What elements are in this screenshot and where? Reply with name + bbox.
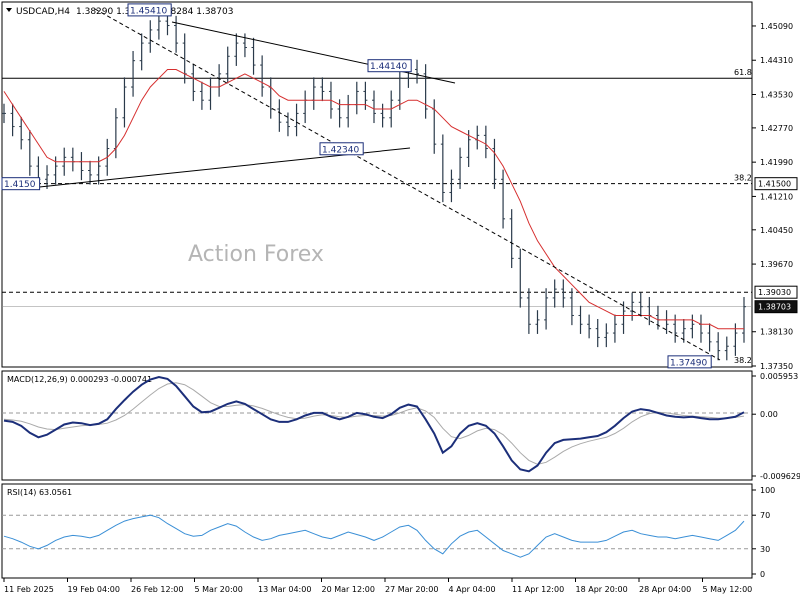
price-annotation-label: 1.37490 (670, 358, 707, 368)
macd-panel-frame (1, 370, 753, 481)
macd-tick-label: -0.009629 (760, 472, 800, 481)
rsi-tick-label: 70 (760, 511, 770, 520)
time-tick-label: 18 Apr 20:00 (576, 585, 628, 594)
price-annotation-box (667, 355, 712, 369)
macd-line (3, 375, 745, 473)
time-axis: 11 Feb 2025 19 Feb 04:00 26 Feb 12:00 5 Mar… (3, 578, 753, 594)
price-level-box (754, 177, 798, 191)
price-annotation-label: 1.44140 (370, 62, 407, 72)
macd-label: MACD(12,26,9) 0.000293 -0.000741 (7, 375, 152, 384)
watermark: Action Forex (188, 242, 324, 267)
time-tick-label: 11 Feb 2025 (4, 585, 54, 594)
price-panel: USDCAD,H4 1.38290 1.38823 1.38284 1.3870… (1, 1, 798, 371)
time-tick-label: 20 Mar 12:00 (322, 585, 375, 594)
price-annotation-label: 1.4150 (4, 180, 36, 190)
price-level-box-label: 1.41500 (758, 180, 791, 189)
price-tick-label: 1.44310 (760, 56, 793, 65)
price-tick-label: 1.41990 (760, 158, 793, 167)
price-tick-label: 1.43530 (760, 91, 793, 100)
price-annotation-box (1, 177, 41, 191)
time-tick-label: 5 May 12:00 (703, 585, 753, 594)
macd-panel: MACD(12,26,9) 0.000293 -0.000741 0.00595… (1, 370, 800, 481)
price-tick-label: 1.37350 (760, 362, 793, 371)
rsi-tick-label: 0 (760, 570, 765, 579)
macd-tick-label: 0.005953 (760, 372, 798, 381)
time-tick-label: 27 Mar 20:00 (385, 585, 438, 594)
price-level-box-label: 1.39030 (758, 288, 791, 297)
price-annotation-box (367, 59, 412, 73)
price-tick-label: 1.41210 (760, 192, 793, 201)
price-level-box (754, 300, 798, 314)
price-level-box-label: 1.38703 (758, 303, 791, 312)
rsi-tick-label: 30 (760, 545, 770, 554)
upper-trendline (171, 21, 456, 84)
rsi-label: RSI(14) 63.0561 (7, 488, 72, 497)
time-tick-label: 5 Mar 20:00 (195, 585, 243, 594)
rsi-panel-frame (1, 483, 753, 579)
time-tick-label: 28 Apr 04:00 (639, 585, 691, 594)
price-tick-label: 1.38130 (760, 328, 793, 337)
fib-level-label: 38.2 (734, 174, 752, 183)
price-tick-label: 1.42770 (760, 124, 793, 133)
fib-level-label: 38.2 (734, 356, 752, 365)
chart-title: USDCAD,H4 (16, 7, 70, 17)
price-tick-label: 1.39670 (760, 260, 793, 269)
price-annotation-box (127, 3, 172, 17)
price-moving-average-line (3, 69, 744, 330)
macd-signal-line (3, 382, 745, 465)
rsi-line (3, 514, 745, 558)
time-tick-label: 11 Apr 12:00 (512, 585, 564, 594)
dropdown-triangle-icon[interactable] (6, 8, 12, 12)
descending-dashed-trendline (94, 8, 721, 361)
time-tick-label: 19 Feb 04:00 (68, 585, 120, 594)
price-annotation-box (319, 142, 364, 156)
time-tick-label: 13 Mar 04:00 (258, 585, 311, 594)
time-tick-label: 26 Feb 12:00 (131, 585, 183, 594)
rsi-tick-label: 100 (760, 486, 775, 495)
fib-level-label: 61.8 (734, 68, 752, 77)
macd-tick-label: 0.00 (760, 410, 778, 419)
price-annotation-label: 1.45410 (130, 6, 167, 16)
price-tick-label: 1.40450 (760, 226, 793, 235)
price-level-box (754, 285, 798, 299)
rsi-panel: RSI(14) 63.0561 100 70 30 0 (1, 483, 775, 579)
price-annotation-label: 1.42340 (322, 145, 359, 155)
price-tick-label: 1.45090 (760, 22, 793, 31)
time-tick-label: 4 Apr 04:00 (449, 585, 496, 594)
